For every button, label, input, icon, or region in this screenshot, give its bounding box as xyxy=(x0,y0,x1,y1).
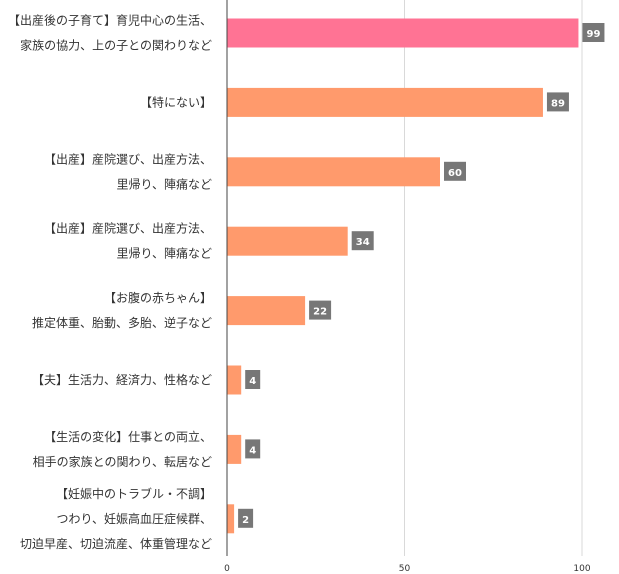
data-label: 89 xyxy=(551,98,565,109)
data-label: 99 xyxy=(586,29,600,40)
category-label: 推定体重、胎動、多胎、逆子など xyxy=(32,315,212,330)
data-label-bg xyxy=(444,161,466,181)
data-label-bg xyxy=(351,231,374,251)
category-label: 切迫早産、切迫流産、体重管理など xyxy=(20,536,212,551)
data-label: 22 xyxy=(313,307,327,318)
data-label-bg xyxy=(546,92,569,112)
category-label: 【生活の変化】仕事との両立、 xyxy=(44,429,212,444)
category-label: 里帰り、陣痛など xyxy=(116,246,212,261)
bar xyxy=(227,434,242,464)
data-label-bg xyxy=(245,370,261,389)
bar xyxy=(227,504,235,534)
data-label: 34 xyxy=(356,237,370,248)
bar xyxy=(227,157,440,187)
x-tick-label: 100 xyxy=(573,564,590,574)
category-label: 【お腹の赤ちゃん】 xyxy=(104,291,212,305)
data-label-bg xyxy=(309,300,332,320)
category-label: 家族の協力、上の子との関わりなど xyxy=(20,38,212,53)
category-label: 【出産後の子育て】育児中心の生活、 xyxy=(8,13,212,28)
category-label: 【妊娠中のトラブル・不調】 xyxy=(56,486,212,501)
bar xyxy=(227,296,306,326)
data-label: 2 xyxy=(242,515,249,526)
bar xyxy=(227,87,543,117)
bar xyxy=(227,18,579,48)
data-label-bg xyxy=(582,23,605,42)
category-label: 【出産】産院選び、出産方法、 xyxy=(44,221,212,236)
category-label: 【夫】生活力、経済力、性格など xyxy=(32,372,212,387)
bar xyxy=(227,226,348,256)
data-label: 4 xyxy=(249,445,256,456)
bar xyxy=(227,365,242,395)
x-tick-label: 50 xyxy=(399,564,411,574)
category-label: 相手の家族との関わり、転居など xyxy=(33,454,212,469)
category-label: 里帰り、陣痛など xyxy=(116,176,212,191)
data-label-bg xyxy=(238,508,254,528)
x-tick-label: 0 xyxy=(224,564,230,574)
data-label: 4 xyxy=(249,376,256,387)
category-label: つわり、妊娠高血圧症候群、 xyxy=(56,511,212,526)
category-label: 【特にない】 xyxy=(140,94,212,109)
category-label: 【出産】産院選び、出産方法、 xyxy=(44,151,212,166)
data-label-bg xyxy=(245,439,261,459)
data-label: 60 xyxy=(448,168,462,179)
